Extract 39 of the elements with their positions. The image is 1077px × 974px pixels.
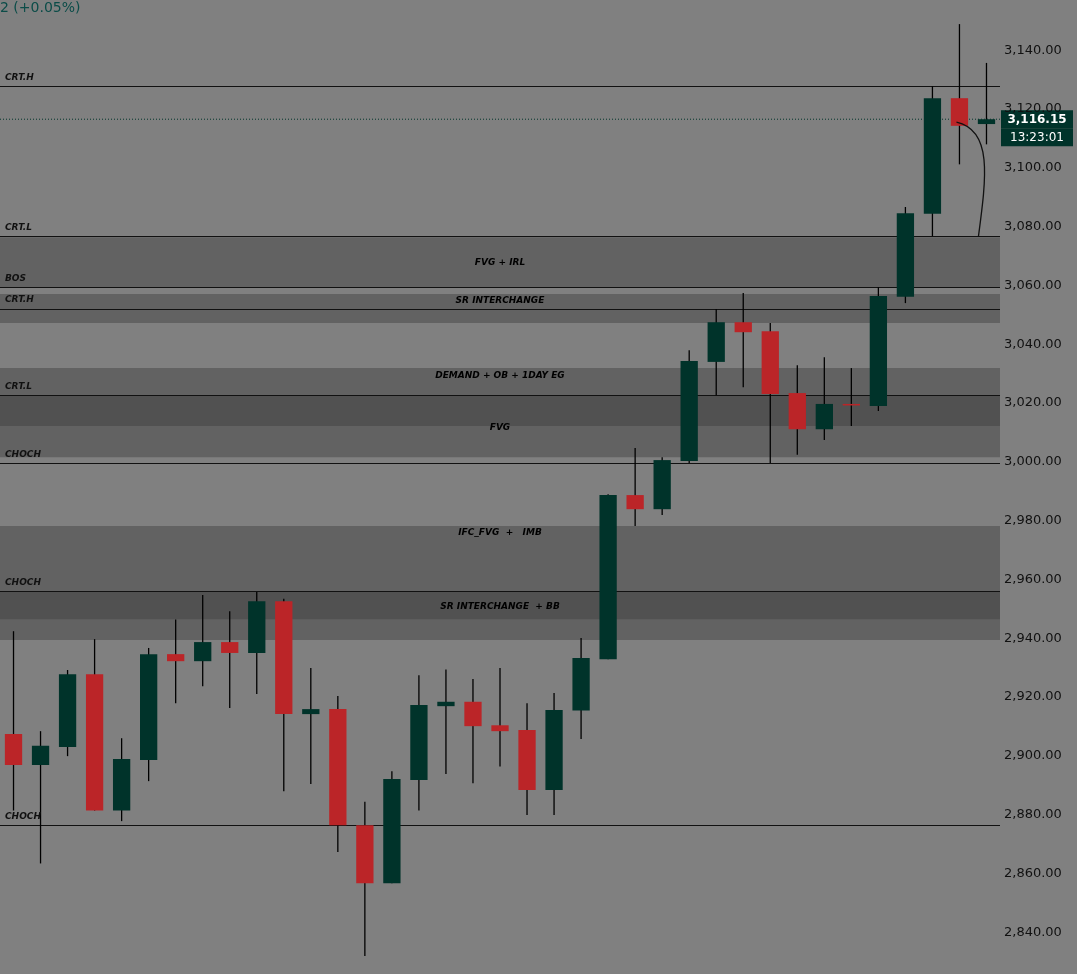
ref-line-label: CHOCH xyxy=(5,576,42,587)
y-tick-label: 2,880.00 xyxy=(1004,805,1062,821)
y-tick-label: 2,840.00 xyxy=(1004,923,1062,939)
ref-line-label: CRT.L xyxy=(5,380,33,391)
ref-line-label: CRT.L xyxy=(5,221,33,232)
band-label: IFC_FVG + IMB xyxy=(458,527,542,538)
candlestick xyxy=(734,292,752,388)
y-tick-label: 3,000.00 xyxy=(1004,453,1062,469)
band-label: SR INTERCHANGE + BB xyxy=(440,600,560,611)
ref-line-label: CRT.H xyxy=(5,294,35,305)
y-tick-label: 2,980.00 xyxy=(1004,511,1062,527)
candlestick xyxy=(194,594,212,687)
ref-line-label: CRT.H xyxy=(5,71,35,82)
band-label: DEMAND + OB + 1DAY EG xyxy=(435,369,565,380)
y-tick-label: 3,020.00 xyxy=(1004,394,1062,410)
candlestick xyxy=(167,618,185,704)
ref-line-label: BOS xyxy=(5,272,26,283)
y-tick-label: 2,920.00 xyxy=(1004,688,1062,704)
ref-line-label: CHOCH xyxy=(5,448,42,459)
candlestick xyxy=(221,610,239,709)
y-tick-label: 3,040.00 xyxy=(1004,335,1062,351)
text: 13:23:01 xyxy=(1010,130,1064,145)
y-tick-label: 3,140.00 xyxy=(1004,41,1062,57)
y-tick-label: 2,940.00 xyxy=(1004,629,1062,645)
candlestick xyxy=(491,667,509,768)
ref-line-label: 3,116.15 xyxy=(1007,112,1067,127)
y-tick-label: 3,060.00 xyxy=(1004,276,1062,292)
candlestick xyxy=(626,447,644,527)
annotation: 2 (+0.05%) xyxy=(0,0,81,15)
band-label: FVG xyxy=(489,421,511,432)
band-label: SR INTERCHANGE xyxy=(455,295,546,306)
y-tick-label: 2,960.00 xyxy=(1004,570,1062,586)
y-tick-label: 3,080.00 xyxy=(1004,217,1062,233)
candlestick xyxy=(302,667,320,785)
y-tick-label: 2,860.00 xyxy=(1004,864,1062,880)
band-label: FVG + IRL xyxy=(474,257,526,268)
candlestick xyxy=(437,668,455,775)
y-tick-label: 3,100.00 xyxy=(1004,159,1062,175)
y-tick-label: 2,900.00 xyxy=(1004,747,1062,763)
